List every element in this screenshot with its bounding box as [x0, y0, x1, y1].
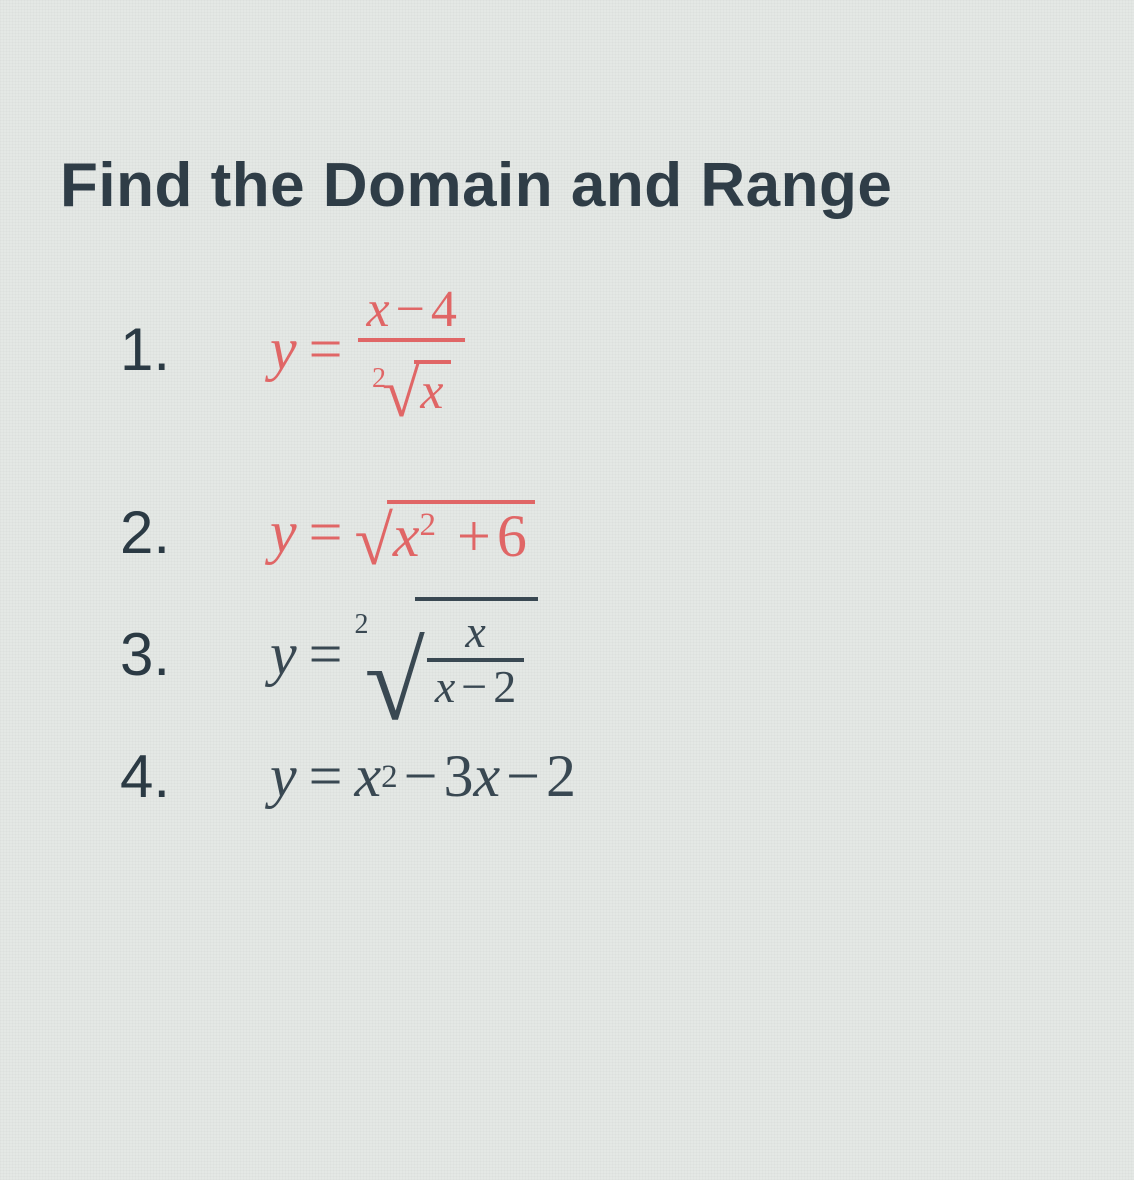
problem-number: 2. — [60, 498, 270, 567]
problem-number: 1. — [60, 315, 270, 384]
equation-3: y = 2 √ x x−2 — [270, 597, 538, 712]
square-root: 2 √ x — [372, 360, 452, 418]
radicand: x x−2 — [415, 597, 538, 712]
lhs: y — [270, 742, 297, 811]
lhs: y — [270, 498, 297, 567]
equals-sign: = — [309, 498, 343, 567]
num-const: 4 — [431, 281, 457, 338]
den-term: x — [435, 661, 455, 712]
problem-row: 3. y = 2 √ x x−2 — [60, 597, 1074, 712]
equals-sign: = — [309, 620, 343, 689]
numerator: x−4 — [358, 281, 464, 338]
minus-sign: − — [506, 742, 540, 811]
problem-row: 1. y = x−4 2 √ x — [60, 281, 1074, 418]
equation-4: y = x2 − 3x − 2 — [270, 742, 576, 811]
page-title: Find the Domain and Range — [60, 150, 1074, 221]
denominator: 2 √ x — [364, 342, 460, 418]
term2-coef: 3 — [443, 742, 473, 811]
equals-sign: = — [309, 742, 343, 811]
minus-sign: − — [404, 742, 438, 811]
equals-sign: = — [309, 315, 343, 384]
problem-row: 2. y = √ x2 +6 — [60, 498, 1074, 567]
term1-base: x — [354, 742, 381, 811]
problem-row: 4. y = x2 − 3x − 2 — [60, 742, 1074, 811]
numerator: x — [457, 607, 493, 658]
worksheet-page: Find the Domain and Range 1. y = x−4 2 √… — [0, 0, 1134, 811]
minus-sign: − — [396, 281, 425, 338]
lhs: y — [270, 620, 297, 689]
plus-sign: + — [457, 503, 491, 569]
den-const: 2 — [493, 661, 516, 712]
radicand-exp: 2 — [420, 507, 437, 543]
term3: 2 — [546, 742, 576, 811]
radicand: x — [414, 360, 451, 418]
fraction: x x−2 — [427, 607, 524, 712]
num-term: x — [366, 281, 389, 338]
fraction: x−4 2 √ x — [358, 281, 464, 418]
square-root: 2 √ x x−2 — [354, 597, 538, 712]
equation-2: y = √ x2 +6 — [270, 498, 535, 567]
square-root: √ x2 +6 — [354, 500, 534, 566]
lhs: y — [270, 315, 297, 384]
minus-sign: − — [461, 661, 487, 712]
problem-number: 4. — [60, 742, 270, 811]
denominator: x−2 — [427, 662, 524, 713]
radicand-const: 6 — [497, 503, 527, 569]
radicand: x2 +6 — [387, 500, 535, 566]
problem-number: 3. — [60, 620, 270, 689]
term2-var: x — [473, 742, 500, 811]
equation-1: y = x−4 2 √ x — [270, 281, 469, 418]
radicand-base: x — [393, 503, 420, 569]
